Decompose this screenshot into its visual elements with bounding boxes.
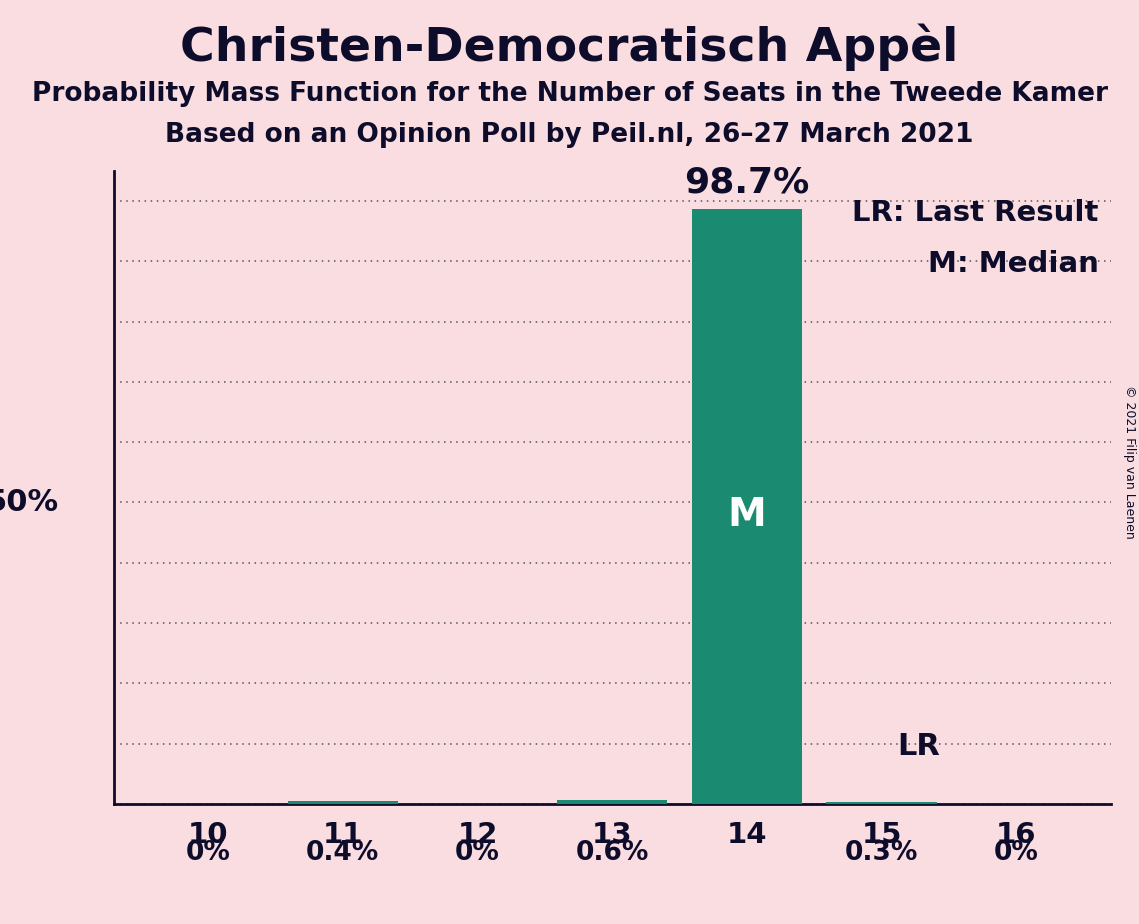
Text: 0.3%: 0.3% <box>845 840 918 866</box>
Text: Based on an Opinion Poll by Peil.nl, 26–27 March 2021: Based on an Opinion Poll by Peil.nl, 26–… <box>165 122 974 148</box>
Text: 0.4%: 0.4% <box>306 840 379 866</box>
Text: LR: LR <box>898 732 941 761</box>
Text: Probability Mass Function for the Number of Seats in the Tweede Kamer: Probability Mass Function for the Number… <box>32 81 1107 107</box>
Text: 0%: 0% <box>456 840 500 866</box>
Text: LR: Last Result: LR: Last Result <box>852 200 1098 227</box>
Bar <box>288 801 398 804</box>
Bar <box>827 802 936 804</box>
Text: Christen-Democratisch Appèl: Christen-Democratisch Appèl <box>180 23 959 70</box>
Text: 0%: 0% <box>186 840 230 866</box>
Text: M: Median: M: Median <box>927 250 1098 278</box>
Text: 50%: 50% <box>0 488 59 517</box>
Text: 98.7%: 98.7% <box>685 166 810 200</box>
Bar <box>691 209 802 804</box>
Text: M: M <box>728 495 767 533</box>
Text: 0.6%: 0.6% <box>575 840 649 866</box>
Text: 0%: 0% <box>994 840 1039 866</box>
Bar <box>557 800 667 804</box>
Text: © 2021 Filip van Laenen: © 2021 Filip van Laenen <box>1123 385 1136 539</box>
